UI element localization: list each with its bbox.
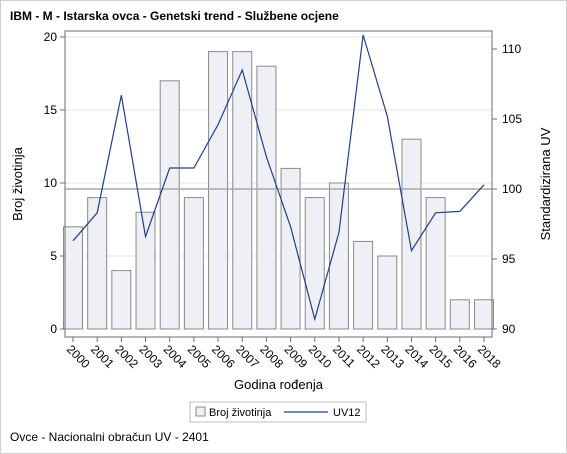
x-tick-label: 2016 [451, 342, 480, 371]
footnote: Ovce - Nacionalni obračun UV - 2401 [10, 430, 209, 444]
x-tick-label: 2014 [402, 342, 431, 371]
x-tick-label: 2007 [233, 342, 262, 371]
y-axis-right: 90 95 100 105 110 [492, 42, 522, 336]
bar-2006 [208, 51, 229, 330]
bar-2000 [63, 226, 83, 330]
bar-2001 [87, 197, 108, 330]
y-tick-label: 5 [50, 249, 57, 263]
legend: Broj životinja UV12 [189, 401, 367, 423]
x-axis: 2000200120022003200420052006200720082009… [64, 337, 504, 371]
legend-label-line: UV12 [333, 407, 361, 419]
bar-2013 [377, 255, 398, 330]
bar-2005 [183, 197, 204, 330]
bar-2009 [280, 167, 301, 330]
uv12-line [72, 34, 485, 322]
bar-2003 [135, 211, 156, 330]
bar-2010 [304, 197, 325, 330]
bar-2007 [232, 51, 253, 330]
x-tick-label: 2010 [306, 342, 335, 371]
x-tick-label: 2006 [209, 342, 238, 371]
bar-2011 [328, 182, 349, 330]
x-tick-label: 2005 [185, 342, 214, 371]
y-tick-label: 20 [44, 30, 58, 44]
y-tick-label: 10 [44, 176, 58, 190]
legend-box [189, 401, 367, 423]
x-tick-label: 2018 [475, 342, 504, 371]
x-tick-label: 2012 [354, 342, 383, 371]
legend-label-bars: Broj životinja [209, 407, 272, 419]
x-tick-label: 2009 [281, 342, 310, 371]
bar-2015 [425, 197, 446, 330]
y2-axis-label: Standardizirana UV [538, 127, 553, 240]
bar-2002 [111, 270, 132, 330]
x-tick-label: 2004 [161, 342, 190, 371]
y2-tick-label: 95 [502, 252, 516, 266]
x-tick-label: 2011 [330, 342, 358, 370]
y-tick-label: 0 [50, 322, 57, 336]
x-axis-label: Godina rođenja [234, 377, 324, 392]
bar-2008 [256, 65, 277, 330]
bar-2018 [474, 299, 494, 330]
bar-2012 [353, 240, 374, 330]
x-tick-label: 2013 [378, 342, 407, 371]
y-axis-left: 0 5 10 15 20 [44, 30, 65, 336]
y2-tick-label: 110 [502, 42, 521, 56]
y-axis-label: Broj životinja [10, 146, 25, 220]
x-tick-label: 2008 [257, 342, 286, 371]
x-tick-label: 2000 [64, 342, 93, 371]
y-tick-label: 15 [44, 103, 58, 117]
y2-tick-label: 105 [502, 112, 522, 126]
x-tick-label: 2015 [427, 342, 456, 371]
legend-bar-swatch [195, 406, 206, 417]
bar-2014 [401, 138, 422, 330]
bar-2004 [159, 80, 180, 330]
x-tick-label: 2002 [112, 342, 141, 371]
bar-2016 [449, 299, 470, 330]
x-tick-label: 2003 [136, 342, 165, 371]
x-tick-label: 2001 [88, 342, 117, 371]
plot-area [64, 30, 493, 338]
y2-tick-label: 100 [502, 182, 522, 196]
bar-series [63, 51, 494, 330]
y2-tick-label: 90 [502, 322, 516, 336]
chart-title: IBM - M - Istarska ovca - Genetski trend… [10, 9, 339, 23]
